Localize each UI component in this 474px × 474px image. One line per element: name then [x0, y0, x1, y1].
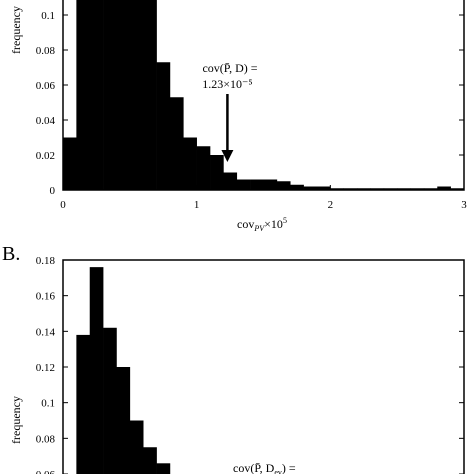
panel-a-x-ticks: 0 1 2 3 — [60, 185, 467, 211]
panel-b-annotation-line1: cov(P̄, Dev) = — [233, 461, 296, 474]
panel-a-x-tick-label: 3 — [461, 199, 467, 211]
panel-b-bar — [156, 463, 171, 474]
panel-b-bars — [76, 267, 171, 474]
panel-a-bar — [397, 188, 411, 190]
panel-a-x-tick-label: 0 — [60, 199, 66, 211]
panel-a-bar — [450, 188, 465, 190]
panel-b-y-tick-label: 0.12 — [36, 362, 55, 374]
panel-a-bar — [343, 188, 358, 190]
panel-a-bar — [423, 188, 438, 190]
panel-a-bar — [169, 97, 184, 190]
panel-b-y-tick-label: 0.18 — [36, 255, 56, 267]
panel-b-y-tick-label: 0.06 — [36, 469, 56, 474]
panel-a-y-ticks: 0 0.02 0.04 0.06 0.08 0.1 — [36, 10, 464, 197]
panel-a-bar — [156, 62, 171, 190]
panel-a-bar — [210, 155, 224, 190]
panel-b-annotation-sub: ev — [274, 468, 282, 474]
panel-a-bar — [290, 184, 304, 190]
panel-a-bar — [116, 0, 131, 190]
panel-a-bar — [63, 137, 77, 190]
panel-b-y-tick-label: 0.14 — [36, 326, 56, 338]
panel-a: 0 0.02 0.04 0.06 0.08 0.1 0 1 2 3 frequency covP… — [9, 0, 467, 233]
panel-b-bar — [143, 447, 157, 474]
panel-a-bars — [63, 0, 465, 190]
panel-a-x-tick-label: 1 — [194, 199, 200, 211]
panel-b-letter: B. — [2, 243, 20, 265]
panel-a-bar — [129, 0, 144, 190]
panel-a-bar — [89, 0, 104, 190]
panel-a-bar — [437, 186, 451, 190]
panel-b-annotation-tail: ) = — [282, 461, 296, 474]
panel-a-bar — [276, 181, 291, 190]
x-axis-label-exp: 5 — [283, 216, 287, 225]
panel-a-bar — [250, 179, 264, 190]
x-axis-label-sub: PV — [253, 224, 265, 233]
panel-a-bar — [196, 146, 211, 190]
panel-a-bar — [223, 172, 238, 190]
panel-a-annotation-line2: 1.23×10⁻⁵ — [202, 77, 252, 91]
panel-a-annotation-line1: cov(P̄, D) = — [202, 61, 257, 75]
panel-a-y-tick-label: 0 — [50, 185, 56, 197]
panel-b-y-axis-label: frequency — [9, 396, 23, 444]
panel-b-bar — [103, 327, 117, 474]
panel-a-y-axis-label: frequency — [9, 6, 23, 54]
panel-b-y-tick-label: 0.08 — [36, 433, 56, 445]
panel-a-bar — [370, 188, 385, 190]
panel-b: B. 0.06 0.08 0.1 0.12 0.14 0.16 0.18 frequency… — [2, 243, 465, 474]
panel-a-bar — [183, 137, 197, 190]
panel-b-bar — [76, 334, 91, 474]
panel-a-bar — [410, 188, 425, 190]
panel-a-y-tick-label: 0.1 — [41, 10, 55, 22]
panel-a-annotation-arrowhead — [221, 150, 234, 162]
panel-b-bar — [116, 367, 131, 474]
panel-b-y-tick-label: 0.16 — [36, 291, 56, 303]
panel-a-y-tick-label: 0.02 — [36, 150, 55, 162]
panel-b-bar — [89, 267, 104, 474]
panel-b-y-ticks: 0.06 0.08 0.1 0.12 0.14 0.16 0.18 — [36, 255, 464, 474]
panel-b-frame — [62, 259, 465, 474]
panel-a-bar — [383, 188, 398, 190]
panel-a-x-axis-label: covPV×105 — [237, 216, 287, 233]
panel-a-bar — [76, 0, 91, 190]
panel-a-bar — [263, 179, 278, 190]
panel-a-bar — [103, 0, 117, 190]
panel-a-y-tick-label: 0.06 — [36, 80, 56, 92]
panel-b-y-tick-label: 0.1 — [41, 398, 55, 410]
x-axis-label-cov: cov — [237, 217, 254, 231]
panel-a-bar — [357, 188, 371, 190]
x-axis-label-times: ×10 — [264, 217, 283, 231]
panel-a-bar — [330, 188, 344, 190]
panel-a-bar — [303, 186, 318, 190]
panel-a-bar — [236, 179, 251, 190]
panel-a-x-tick-label: 2 — [328, 199, 334, 211]
panel-b-annotation-head: cov(P̄, D — [233, 461, 275, 474]
panel-a-y-tick-label: 0.08 — [36, 45, 56, 57]
panel-b-bar — [129, 420, 144, 474]
panel-a-bar — [143, 0, 157, 190]
panel-a-y-tick-label: 0.04 — [36, 115, 56, 127]
panel-a-bar — [316, 186, 331, 190]
